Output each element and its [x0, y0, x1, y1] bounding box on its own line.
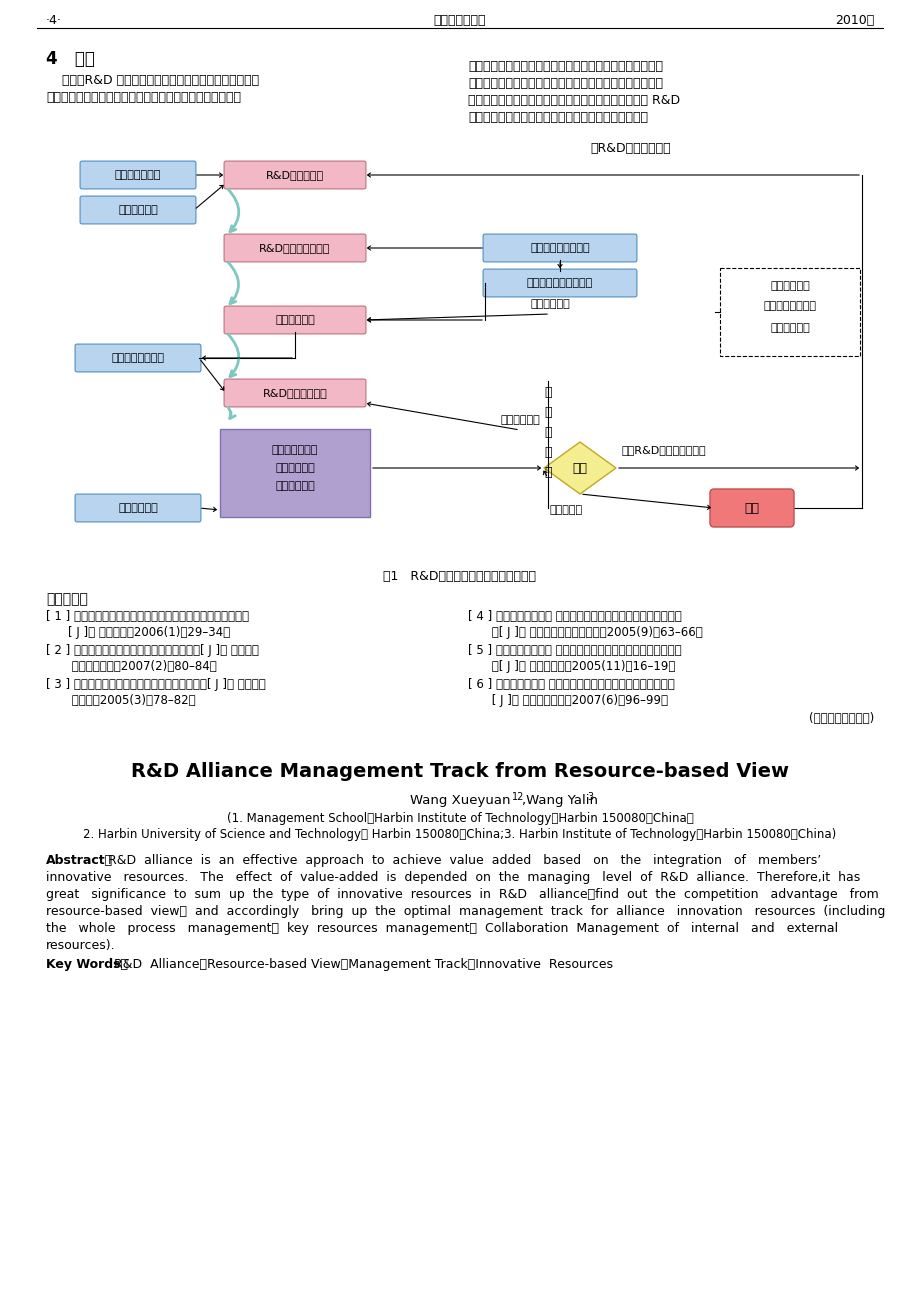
Text: Abstract：: Abstract： [46, 854, 113, 867]
Text: 完: 完 [544, 406, 551, 419]
Text: 图1   R&D联盟创新资源的优化管理模型: 图1 R&D联盟创新资源的优化管理模型 [383, 570, 536, 583]
Text: [ J ]． 中国科技论坛，2007(6)：96–99．: [ J ]． 中国科技论坛，2007(6)：96–99． [487, 694, 667, 707]
Text: 采取辅助措施: 采取辅助措施 [118, 503, 158, 513]
Text: 法研究，2005(3)：78–82．: 法研究，2005(3)：78–82． [68, 694, 196, 707]
FancyBboxPatch shape [482, 270, 636, 297]
Text: ·4·: ·4· [46, 13, 62, 26]
Text: R&D联盟伙伴的选择: R&D联盟伙伴的选择 [259, 243, 330, 253]
Text: 3: 3 [586, 792, 593, 802]
Text: 资源观出发，在联盟管理中坚持创新资源全过程管理、优势: 资源观出发，在联盟管理中坚持创新资源全过程管理、优势 [468, 77, 663, 90]
Text: 识别联盟优势创新资源: 识别联盟优势创新资源 [527, 279, 593, 288]
Text: 调整管理方案: 调整管理方案 [529, 299, 569, 309]
Text: 创新资源分析: 创新资源分析 [118, 204, 158, 215]
Text: 成: 成 [544, 427, 551, 440]
Text: ,Wang Yalin: ,Wang Yalin [521, 794, 597, 807]
FancyBboxPatch shape [224, 379, 366, 408]
Text: 解散: 解散 [743, 501, 759, 514]
Text: [ J ]． 科研管理，2006(1)：29–34．: [ J ]． 科研管理，2006(1)：29–34． [68, 626, 230, 639]
Text: 完成项目任务: 完成项目任务 [769, 281, 809, 292]
Text: 未完成目标: 未完成目标 [550, 505, 583, 516]
Bar [720, 268, 859, 355]
Text: R&D Alliance Management Track from Resource-based View: R&D Alliance Management Track from Resou… [130, 762, 789, 781]
Text: 参考文献：: 参考文献： [46, 592, 88, 605]
Text: [ 4 ] 陈琾璃，池仁勇． 产业集群发展过程中创新资源的聚集和优: [ 4 ] 陈琾璃，池仁勇． 产业集群发展过程中创新资源的聚集和优 [468, 611, 681, 622]
Bar [220, 428, 369, 517]
Text: 12: 12 [512, 792, 524, 802]
Text: R&D联盟的准备: R&D联盟的准备 [266, 171, 323, 180]
Text: 科技进步与对策: 科技进步与对策 [433, 13, 486, 26]
FancyBboxPatch shape [75, 344, 200, 372]
Text: great   significance  to  sum  up  the  type  of  innovative  resources  in  R&D: great significance to sum up the type of… [46, 888, 878, 901]
Text: 改善管理过程: 改善管理过程 [500, 415, 539, 424]
FancyBboxPatch shape [710, 491, 791, 526]
Text: Wang Xueyuan: Wang Xueyuan [409, 794, 510, 807]
Text: 总之，R&D 联盟是在有效整合成员创新资源基础上，通: 总之，R&D 联盟是在有效整合成员创新资源基础上，通 [46, 74, 259, 87]
Text: R&D  alliance  is  an  effective  approach  to  achieve  value  added   based   : R&D alliance is an effective approach to… [108, 854, 821, 867]
FancyBboxPatch shape [482, 234, 636, 262]
Text: R&D联盟过程管理: R&D联盟过程管理 [262, 388, 327, 398]
Text: 标: 标 [544, 466, 551, 479]
Text: the   whole   process   management；  key  resources  management；  Collaboration : the whole process management； key resour… [46, 922, 837, 935]
Text: 确定管理重点: 确定管理重点 [275, 315, 314, 326]
Text: 2010年: 2010年 [834, 13, 873, 26]
Text: 过各方的合作努力，实现创新资源有效增値的开放性系统。: 过各方的合作努力，实现创新资源有效增値的开放性系统。 [46, 91, 241, 104]
Text: (1. Management School，Harbin Institute of Technology，Harbin 150080，China；: (1. Management School，Harbin Institute o… [226, 812, 693, 825]
Text: Key Words：: Key Words： [46, 958, 128, 971]
Text: 2. Harbin University of Science and Technology， Harbin 150080，China;3. Harbin In: 2. Harbin University of Science and Tech… [84, 828, 835, 841]
Text: 形成技术标准: 形成技术标准 [769, 323, 809, 333]
Text: resources).: resources). [46, 939, 116, 952]
Text: 系统熵的控制: 系统熵的控制 [275, 464, 314, 473]
Text: 未: 未 [544, 387, 551, 400]
Text: 目: 目 [544, 447, 551, 460]
Text: 协同联盟资源: 协同联盟资源 [275, 480, 314, 491]
FancyBboxPatch shape [75, 493, 200, 522]
Text: (责任编辑：胡促健): (责任编辑：胡促健) [808, 712, 873, 725]
Text: 符合R&D联盟的目标要求: 符合R&D联盟的目标要求 [621, 445, 706, 454]
Text: 化[ J ]． 科学学与科学技术管理，2005(9)：63–66．: 化[ J ]． 科学学与科学技术管理，2005(9)：63–66． [487, 626, 702, 639]
Text: 4   结论: 4 结论 [46, 49, 95, 68]
Text: [ 3 ] 陈健，何国祥．区域创新资源配置能力研究[ J ]． 自然辩证: [ 3 ] 陈健，何国祥．区域创新资源配置能力研究[ J ]． 自然辩证 [46, 678, 266, 691]
Text: 创造期望値交集: 创造期望値交集 [271, 445, 318, 454]
Text: 为了提高联盟的创新效率、实现联盟的可持续发展，应当从: 为了提高联盟的创新效率、实现联盟的可持续发展，应当从 [468, 60, 663, 73]
Text: 确定重点管理对象: 确定重点管理对象 [111, 353, 165, 363]
Text: R&D  Alliance；Resource-based View；Management Track；Innovative  Resources: R&D Alliance；Resource-based View；Managem… [114, 958, 612, 971]
Text: 新R&D联盟研发合作: 新R&D联盟研发合作 [589, 142, 670, 155]
FancyBboxPatch shape [709, 490, 793, 527]
Text: 评价: 评价 [572, 461, 587, 474]
Text: 联盟目标的确定: 联盟目标的确定 [115, 171, 161, 180]
FancyBboxPatch shape [224, 161, 366, 189]
Polygon shape [543, 441, 616, 493]
Text: [ 2 ] 胡璀辉．企业技术创新联盟持续发展研究[ J ]． 科学学与: [ 2 ] 胡璀辉．企业技术创新联盟持续发展研究[ J ]． 科学学与 [46, 644, 258, 658]
Text: 析[ J ]． 经济与管理，2005(11)：16–19．: 析[ J ]． 经济与管理，2005(11)：16–19． [487, 660, 675, 673]
FancyBboxPatch shape [224, 234, 366, 262]
Text: 科学技术管理，2007(2)：80–84．: 科学技术管理，2007(2)：80–84． [68, 660, 217, 673]
FancyBboxPatch shape [224, 306, 366, 333]
Text: 考核新成员创新资源: 考核新成员创新资源 [529, 243, 589, 253]
Text: [ 6 ] 尚涛，樊彡强． 制度变迁理论视角下的技术标准联盟分析: [ 6 ] 尚涛，樊彡强． 制度变迁理论视角下的技术标准联盟分析 [468, 678, 674, 691]
FancyBboxPatch shape [80, 161, 196, 189]
Text: 产生新技术与产品: 产生新技术与产品 [763, 301, 816, 311]
Text: 联盟各方资源的有效整合与创新资源利用效率的提高。: 联盟各方资源的有效整合与创新资源利用效率的提高。 [468, 111, 647, 124]
Text: 资源重点管理，内外创新资源协同管理的模式，以促进 R&D: 资源重点管理，内外创新资源协同管理的模式，以促进 R&D [468, 94, 679, 107]
Text: [ 5 ] 向希富，木佩民． 基于资源基础理论的产业集群竞争优势分: [ 5 ] 向希富，木佩民． 基于资源基础理论的产业集群竞争优势分 [468, 644, 681, 658]
Text: [ 1 ] 张堅．企业技术联盟绩效评价体系的比较和发展趋势分析: [ 1 ] 张堅．企业技术联盟绩效评价体系的比较和发展趋势分析 [46, 611, 249, 622]
FancyBboxPatch shape [80, 197, 196, 224]
Text: innovative   resources.   The   effect  of  value-added  is  depended  on  the  : innovative resources. The effect of valu… [46, 871, 859, 884]
Text: resource-based  view，  and  accordingly   bring  up  the  optimal  management  t: resource-based view， and accordingly bri… [46, 905, 884, 918]
